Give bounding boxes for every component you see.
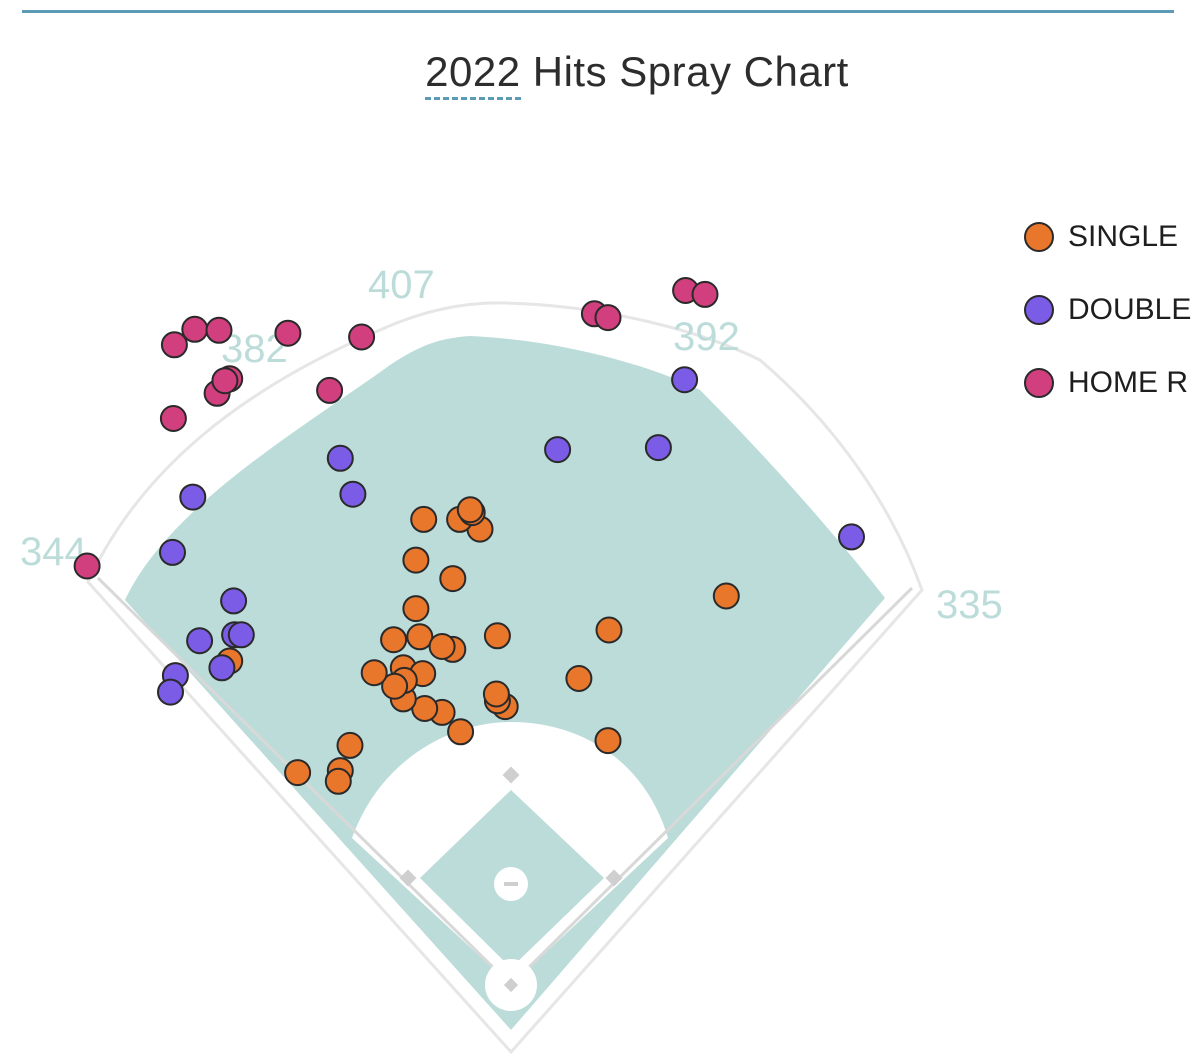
home-run-hit-point[interactable]	[211, 367, 239, 395]
home-run-hit-point[interactable]	[73, 552, 101, 580]
distance-center: 407	[368, 263, 435, 307]
double-swatch	[1024, 294, 1054, 325]
double-hit-point[interactable]	[326, 444, 354, 472]
home-run-hit-point[interactable]	[205, 316, 233, 344]
double-hit-point[interactable]	[220, 587, 248, 615]
home-run-hit-point[interactable]	[691, 280, 719, 308]
title-text: Hits Spray Chart	[520, 48, 849, 95]
single-hit-point[interactable]	[360, 659, 388, 687]
double-hit-point[interactable]	[186, 627, 214, 655]
single-hit-point[interactable]	[324, 767, 352, 795]
home-run-hit-point[interactable]	[274, 319, 302, 347]
home-run-swatch	[1024, 367, 1054, 398]
single-hit-point[interactable]	[439, 565, 467, 593]
single-hit-point[interactable]	[482, 680, 510, 708]
single-hit-point[interactable]	[380, 626, 408, 654]
single-swatch	[1024, 221, 1054, 252]
double-hit-point[interactable]	[339, 480, 367, 508]
single-hit-point[interactable]	[402, 595, 430, 623]
single-hit-point[interactable]	[456, 496, 484, 524]
double-hit-point[interactable]	[159, 538, 186, 566]
legend-item-home-run[interactable]: HOME R	[1024, 346, 1191, 419]
single-hit-point[interactable]	[712, 582, 740, 610]
double-hit-point[interactable]	[208, 654, 236, 682]
single-hit-point[interactable]	[336, 731, 364, 759]
legend-label: DOUBLE	[1068, 292, 1192, 326]
distance-right-center: 392	[673, 315, 740, 359]
pitchers-rubber	[504, 882, 518, 886]
legend-label: HOME R	[1068, 365, 1188, 399]
legend-label: SINGLE	[1068, 219, 1179, 253]
home-run-hit-point[interactable]	[160, 331, 188, 359]
home-run-hit-point[interactable]	[159, 405, 187, 432]
double-hit-point[interactable]	[671, 366, 699, 394]
double-hit-point[interactable]	[544, 436, 572, 464]
home-plate	[503, 977, 519, 993]
third-base	[399, 869, 417, 887]
chart-title: 2022 Hits Spray Chart	[0, 48, 1200, 100]
legend-item-single[interactable]: SINGLE	[1024, 200, 1191, 273]
first-base	[605, 869, 623, 887]
hits-layer	[73, 277, 865, 795]
home-run-hit-point[interactable]	[316, 376, 344, 404]
single-hit-point[interactable]	[410, 505, 438, 533]
double-hit-point[interactable]	[838, 523, 865, 551]
single-hit-point[interactable]	[381, 672, 409, 700]
single-hit-point[interactable]	[483, 622, 511, 650]
legend: SINGLE DOUBLE HOME R	[1024, 200, 1191, 419]
single-hit-point[interactable]	[406, 623, 434, 651]
single-hit-point[interactable]	[565, 665, 593, 692]
double-hit-point[interactable]	[157, 678, 184, 706]
single-hit-point[interactable]	[595, 616, 623, 644]
legend-item-double[interactable]: DOUBLE	[1024, 273, 1191, 346]
title-year-link[interactable]: 2022	[425, 48, 521, 100]
right-foul-line	[509, 586, 914, 987]
double-hit-point[interactable]	[179, 483, 207, 511]
home-run-hit-point[interactable]	[594, 304, 622, 332]
second-base	[502, 766, 520, 784]
double-hit-point[interactable]	[644, 434, 672, 462]
outfield-grass	[125, 336, 885, 1030]
single-hit-point[interactable]	[594, 727, 622, 755]
single-hit-point[interactable]	[447, 718, 475, 746]
single-hit-point[interactable]	[428, 633, 456, 660]
top-divider	[22, 10, 1174, 13]
home-run-hit-point[interactable]	[348, 323, 376, 351]
double-hit-point[interactable]	[227, 621, 255, 649]
single-hit-point[interactable]	[284, 759, 312, 787]
distance-right-line: 335	[936, 583, 1003, 627]
single-hit-point[interactable]	[402, 546, 430, 574]
